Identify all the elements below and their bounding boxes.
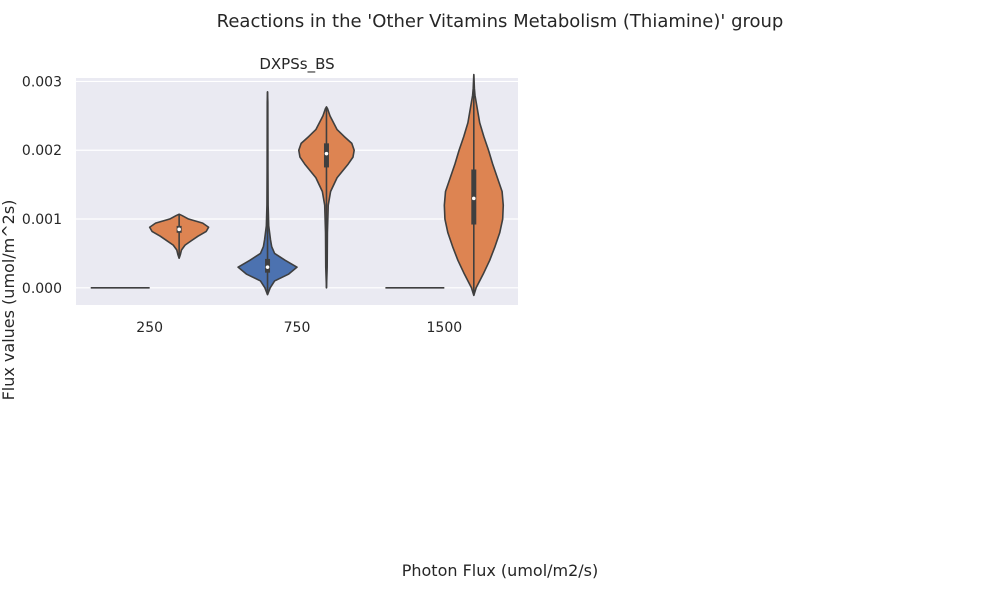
y-tick-label: 0.001 <box>22 212 62 228</box>
violin-median <box>177 227 181 232</box>
y-tick-label: 0.000 <box>22 281 62 297</box>
x-tick-labels: 250 750 1500 <box>136 320 462 336</box>
subplot-title: DXPSs_BS <box>259 55 334 74</box>
violin-median <box>472 196 476 201</box>
y-axis-label: Flux values (umol/m^2s) <box>0 200 18 401</box>
chart-title: Reactions in the 'Other Vitamins Metabol… <box>217 11 784 32</box>
x-tick-label: 1500 <box>427 320 463 336</box>
y-tick-labels: 0.000 0.001 0.002 0.003 <box>22 74 62 296</box>
x-axis-label: Photon Flux (umol/m2/s) <box>402 561 599 580</box>
x-tick-label: 750 <box>284 320 311 336</box>
violins <box>90 73 505 297</box>
y-tick-label: 0.003 <box>22 74 62 90</box>
x-tick-label: 250 <box>136 320 163 336</box>
violin-median <box>324 151 329 156</box>
y-tick-label: 0.002 <box>22 143 62 159</box>
violin-median <box>265 265 270 269</box>
